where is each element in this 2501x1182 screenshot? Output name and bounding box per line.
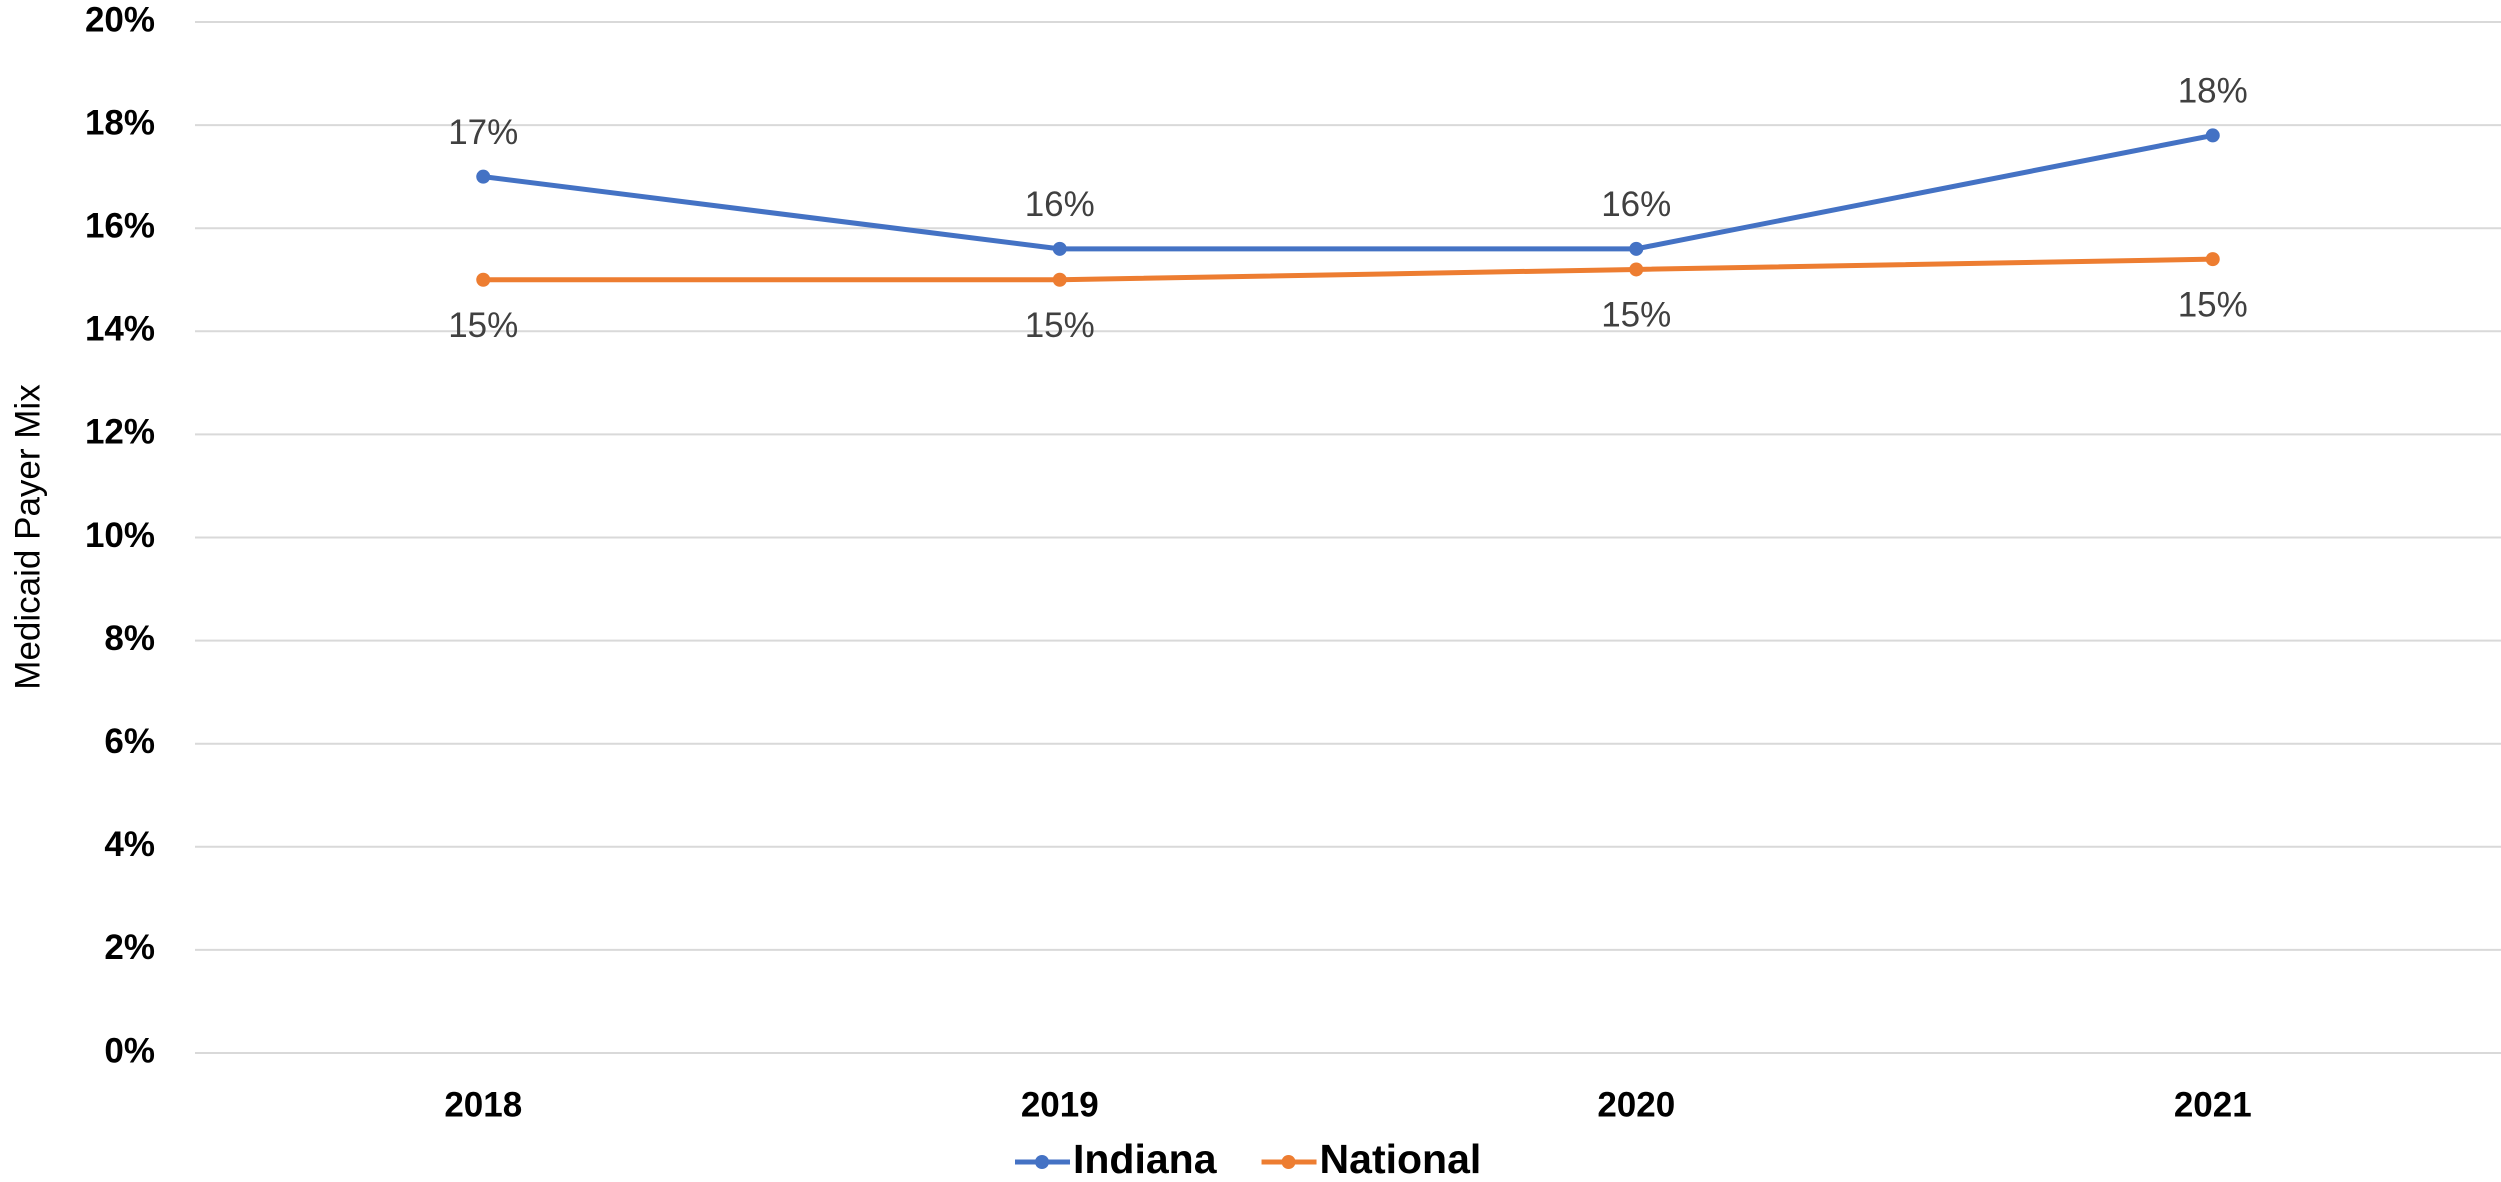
data-label: 15%	[2178, 285, 2248, 324]
data-point	[2205, 128, 2220, 143]
series-line	[483, 256, 2213, 283]
y-tick-label: 4%	[104, 825, 155, 864]
data-label: 15%	[1025, 306, 1095, 345]
x-tick-label: 2020	[1597, 1085, 1675, 1124]
series-line	[482, 132, 2214, 252]
data-point	[1052, 241, 1067, 256]
data-label: 15%	[448, 306, 518, 345]
data-point	[1629, 262, 1644, 277]
data-point	[476, 272, 491, 287]
y-axis-title: Medicaid Payer Mix	[8, 384, 47, 690]
data-point	[1052, 272, 1067, 287]
y-tick-label: 20%	[85, 0, 155, 39]
data-label: 15%	[1601, 296, 1671, 335]
x-tick-label: 2018	[444, 1085, 522, 1124]
x-tick-label: 2021	[2174, 1085, 2252, 1124]
x-tick-label: 2019	[1021, 1085, 1099, 1124]
y-tick-label: 12%	[85, 413, 155, 452]
data-label: 17%	[448, 113, 518, 152]
data-label: 18%	[2178, 72, 2248, 111]
y-tick-label: 18%	[85, 103, 155, 142]
data-label: 16%	[1025, 185, 1095, 224]
y-tick-label: 2%	[104, 928, 155, 967]
data-point	[1629, 241, 1644, 256]
legend-label: National	[1320, 1136, 1482, 1182]
data-point	[2205, 252, 2220, 267]
y-tick-label: 8%	[104, 619, 155, 658]
legend-label: Indiana	[1073, 1136, 1218, 1182]
y-tick-label: 16%	[85, 206, 155, 245]
data-point	[476, 169, 491, 184]
y-tick-label: 14%	[85, 310, 155, 349]
legend-marker	[1035, 1155, 1049, 1169]
y-tick-label: 0%	[104, 1031, 155, 1070]
data-label: 16%	[1601, 185, 1671, 224]
legend-marker	[1281, 1155, 1296, 1169]
y-tick-label: 6%	[104, 722, 155, 761]
y-tick-label: 10%	[85, 516, 155, 555]
